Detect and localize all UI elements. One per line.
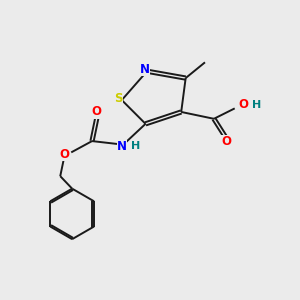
Text: O: O <box>60 148 70 161</box>
Text: N: N <box>140 63 150 76</box>
Text: S: S <box>114 92 122 105</box>
Text: O: O <box>238 98 249 111</box>
Text: O: O <box>221 135 231 148</box>
Text: H: H <box>131 141 140 151</box>
Text: O: O <box>92 106 101 118</box>
Text: N: N <box>117 140 127 153</box>
Text: H: H <box>252 100 262 110</box>
